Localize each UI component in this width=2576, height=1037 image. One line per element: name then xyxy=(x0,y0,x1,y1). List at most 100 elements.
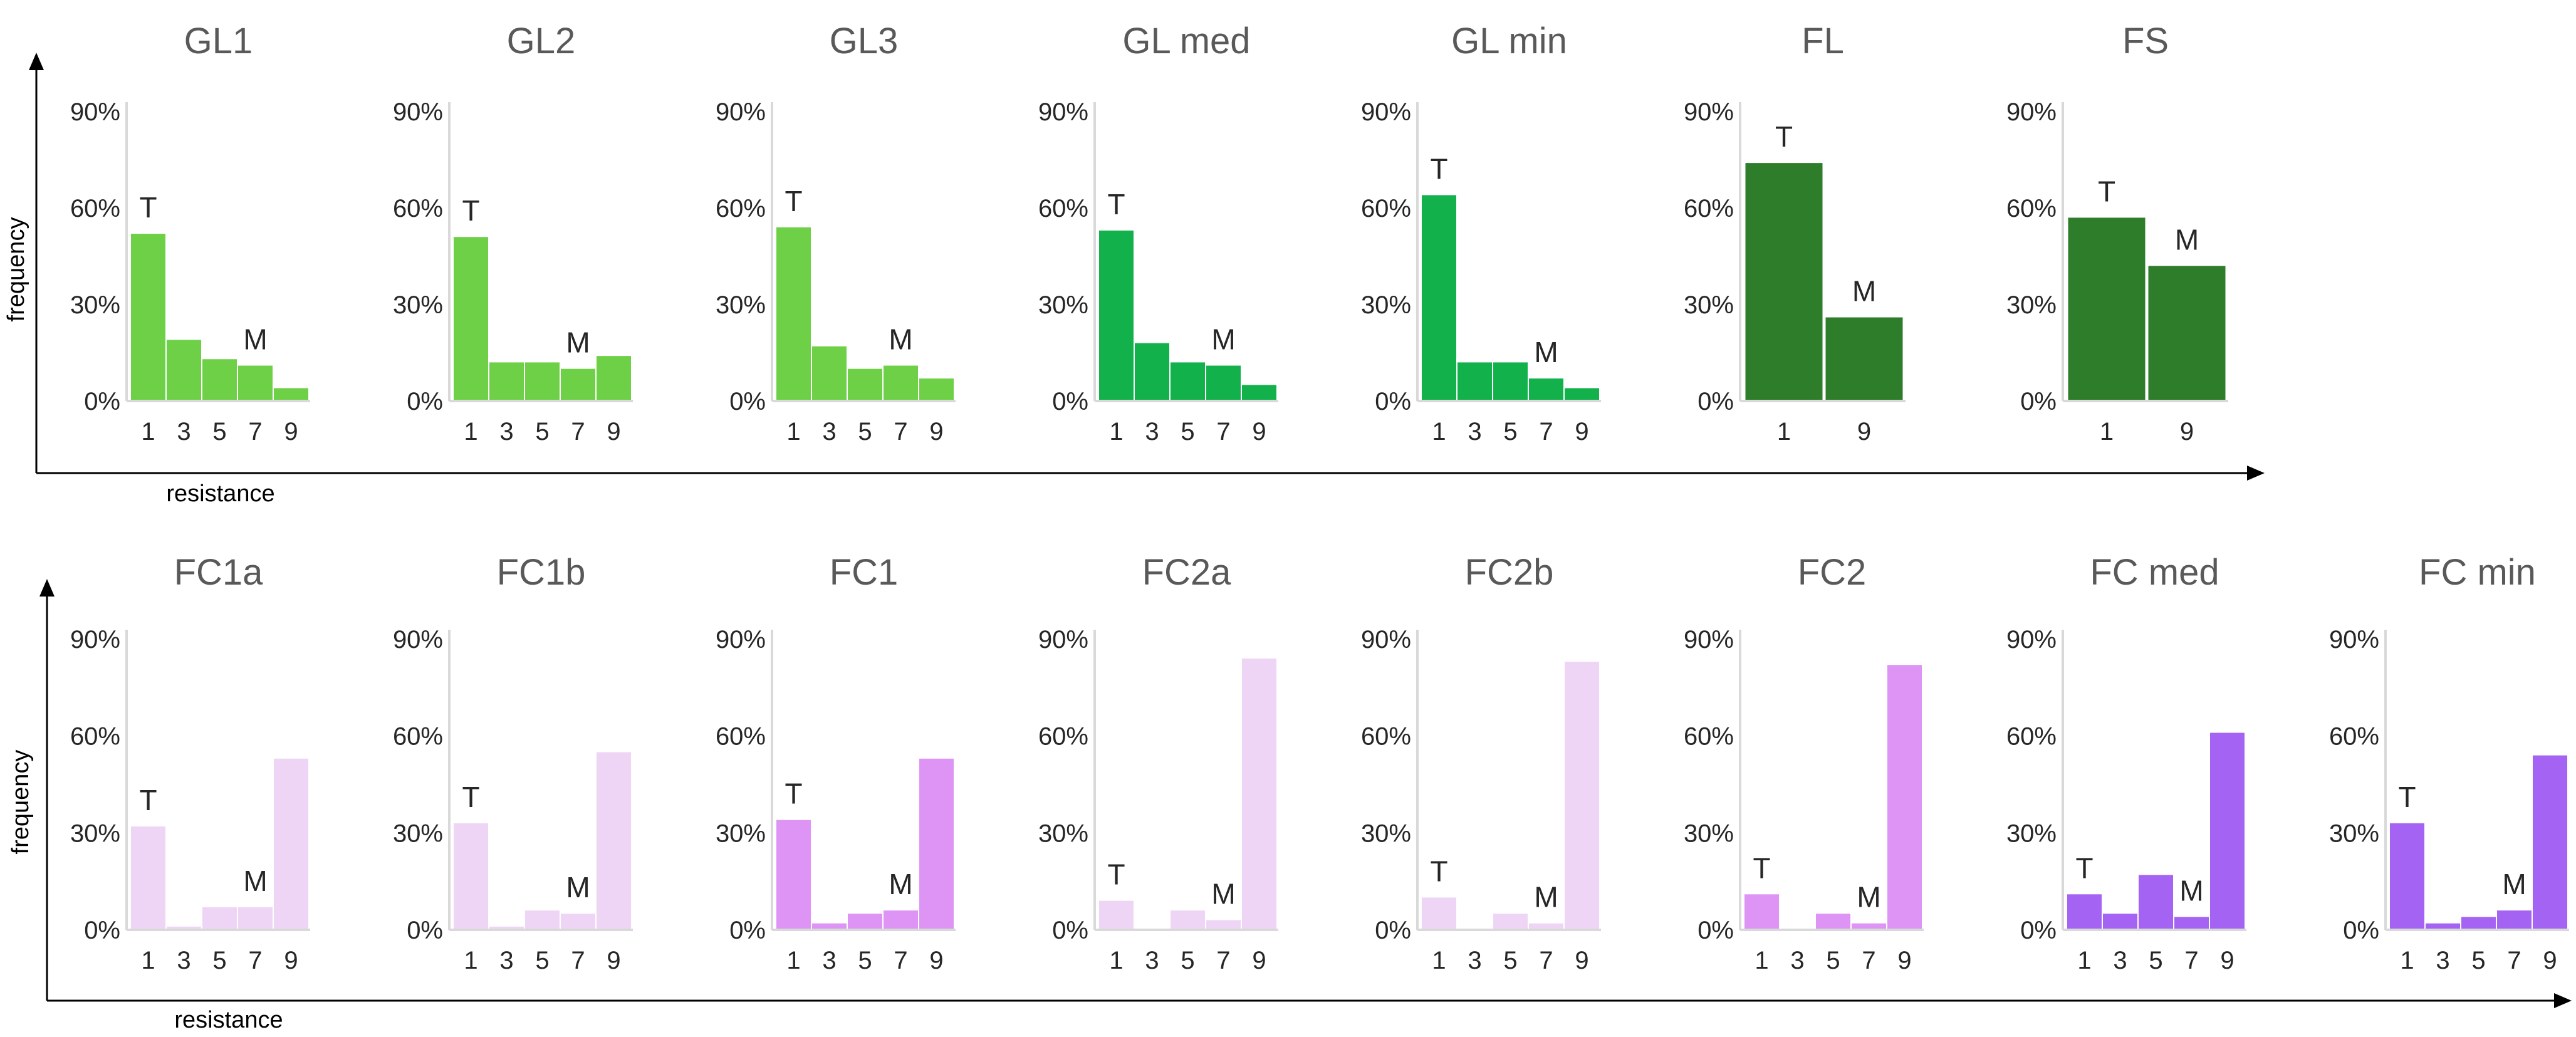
bar-5 xyxy=(2139,875,2173,930)
bar-7 xyxy=(1529,923,1563,930)
bar-9 xyxy=(919,758,954,930)
x-tick-label: 7 xyxy=(894,947,907,974)
x-tick-label: 7 xyxy=(1216,947,1230,974)
panel-title: GL1 xyxy=(184,21,253,61)
y-tick-label: 0% xyxy=(1375,388,1411,415)
annotation-m: M xyxy=(2179,874,2203,907)
annotation-m: M xyxy=(2175,223,2199,256)
panel-gl1: GL1 0% 30% 60% 90% 1 3 5 7 9 T M xyxy=(70,21,310,446)
y-tick-label: 0% xyxy=(1052,917,1088,944)
panel-fc2: FC2 0% 30% 60% 90% 1 3 5 7 9 T M xyxy=(1684,552,1924,974)
y-tick-label: 0% xyxy=(1375,917,1411,944)
y-tick-label: 90% xyxy=(2006,626,2057,654)
bar-5 xyxy=(202,907,237,930)
x-axis-label-bottom: resistance xyxy=(174,1007,283,1033)
x-tick-label: 7 xyxy=(2184,947,2198,974)
panel-gl3: GL3 0% 30% 60% 90% 1 3 5 7 9 T M xyxy=(716,21,956,446)
annotation-t: T xyxy=(1107,858,1125,891)
x-tick-label: 7 xyxy=(1216,418,1230,446)
y-tick-label: 30% xyxy=(2329,820,2379,847)
bar-7 xyxy=(561,914,595,930)
bar-5 xyxy=(1171,362,1205,401)
x-tick-label: 5 xyxy=(535,418,549,446)
annotation-t: T xyxy=(2098,175,2115,207)
y-tick-label: 90% xyxy=(393,626,443,654)
x-tick-label: 7 xyxy=(1539,947,1553,974)
y-tick-label: 90% xyxy=(1684,626,1734,654)
annotation-t: T xyxy=(1430,152,1447,185)
panel-title: GL min xyxy=(1451,21,1567,61)
bar-3 xyxy=(2426,923,2460,930)
x-tick-label: 5 xyxy=(858,418,872,446)
bar-9 xyxy=(2148,266,2226,401)
annotation-t: T xyxy=(785,778,802,810)
panel-title: FS xyxy=(2122,21,2169,61)
panel-title: FL xyxy=(1802,21,1844,61)
annotation-t: T xyxy=(785,185,802,217)
x-tick-label: 9 xyxy=(1252,947,1266,974)
annotation-t: T xyxy=(1107,188,1125,221)
bar-5 xyxy=(525,362,560,401)
annotation-m: M xyxy=(1857,881,1880,914)
panel-title: GL3 xyxy=(830,21,899,61)
x-tick-label: 1 xyxy=(464,418,477,446)
y-tick-label: 0% xyxy=(2020,388,2057,415)
annotation-m: M xyxy=(889,868,912,900)
bar-5 xyxy=(848,368,882,401)
x-tick-label: 9 xyxy=(929,418,943,446)
panel-fc1a: FC1a 0% 30% 60% 90% 1 3 5 7 9 T M xyxy=(70,552,310,974)
y-tick-label: 0% xyxy=(729,388,766,415)
y-tick-label: 30% xyxy=(716,291,766,319)
x-tick-label: 5 xyxy=(1503,947,1517,974)
annotation-m: M xyxy=(243,865,267,897)
x-tick-label: 5 xyxy=(212,947,226,974)
bar-5 xyxy=(1493,362,1528,401)
x-tick-label: 3 xyxy=(1468,418,1481,446)
top-x-axis-arrow xyxy=(2247,466,2265,481)
x-tick-label: 3 xyxy=(1145,947,1159,974)
annotation-t: T xyxy=(139,784,157,816)
annotation-m: M xyxy=(566,326,590,359)
x-tick-label: 1 xyxy=(786,947,800,974)
x-tick-label: 1 xyxy=(141,418,155,446)
panel-fc-med: FC med 0% 30% 60% 90% 1 3 5 7 9 T M xyxy=(2006,552,2246,974)
x-tick-label: 5 xyxy=(2471,947,2485,974)
x-tick-label: 1 xyxy=(786,418,800,446)
bar-3 xyxy=(489,362,524,401)
y-tick-label: 0% xyxy=(1697,917,1734,944)
panel-title: FC2b xyxy=(1465,552,1554,593)
x-tick-label: 3 xyxy=(1145,418,1159,446)
x-tick-label: 1 xyxy=(1755,947,1768,974)
annotation-t: T xyxy=(1775,120,1793,153)
x-tick-label: 5 xyxy=(2149,947,2162,974)
y-tick-label: 60% xyxy=(393,195,443,222)
bar-1 xyxy=(454,237,488,401)
bar-9 xyxy=(1887,665,1922,930)
y-tick-label: 0% xyxy=(1052,388,1088,415)
x-tick-label: 1 xyxy=(2077,947,2091,974)
panel-gl-med: GL med 0% 30% 60% 90% 1 3 5 7 9 T M xyxy=(1038,21,1278,446)
x-tick-label: 9 xyxy=(1897,947,1911,974)
x-tick-label: 9 xyxy=(284,947,298,974)
bar-1 xyxy=(1745,163,1823,401)
x-tick-label: 7 xyxy=(894,418,907,446)
x-tick-label: 5 xyxy=(1181,947,1194,974)
bar-1 xyxy=(1422,195,1456,401)
bar-1 xyxy=(2068,217,2146,401)
x-tick-label: 5 xyxy=(1181,418,1194,446)
panel-fl: FL 0% 30% 60% 90% 1 9 T M xyxy=(1684,21,1906,446)
bottom-y-axis-arrow xyxy=(39,579,55,597)
x-tick-label: 1 xyxy=(2400,947,2414,974)
y-tick-label: 0% xyxy=(84,388,120,415)
y-tick-label: 90% xyxy=(2006,98,2057,126)
y-tick-label: 60% xyxy=(2329,723,2379,751)
panel-title: FC min xyxy=(2419,552,2536,593)
annotation-m: M xyxy=(2502,868,2526,900)
bar-1 xyxy=(1099,230,1134,401)
x-tick-label: 7 xyxy=(1862,947,1875,974)
bar-1 xyxy=(776,820,811,930)
bar-9 xyxy=(2210,732,2245,930)
y-axis-label-top: frequency xyxy=(3,217,29,322)
